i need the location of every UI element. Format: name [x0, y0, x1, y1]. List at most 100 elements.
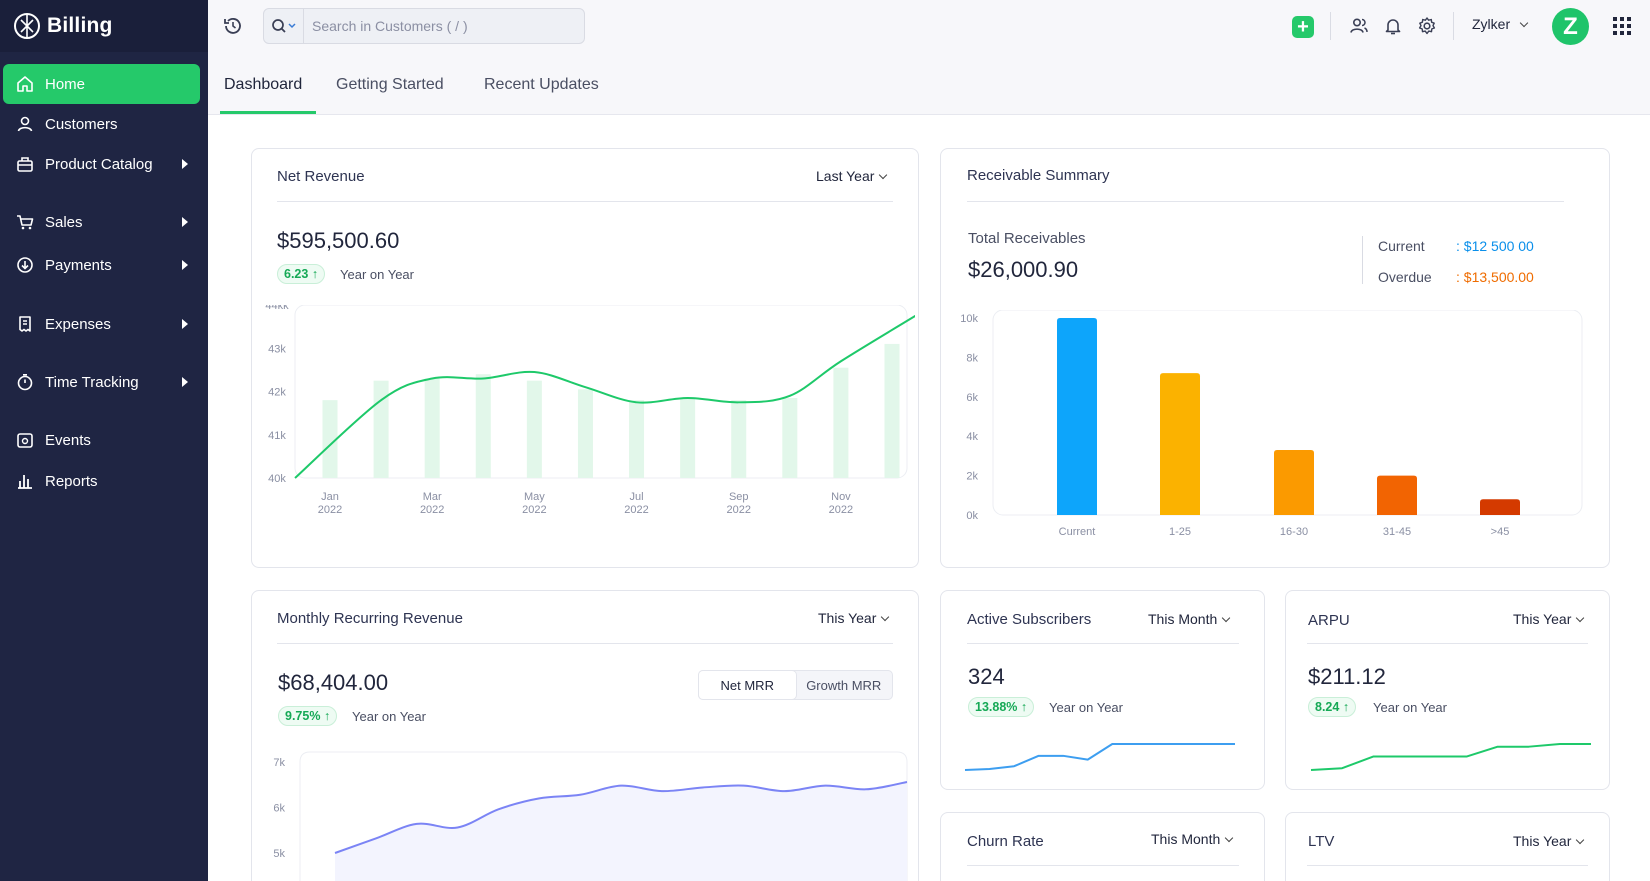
home-icon	[15, 74, 35, 94]
area-fill	[335, 782, 907, 881]
bar	[1377, 475, 1417, 515]
search-icon[interactable]	[264, 9, 304, 43]
search-input[interactable]	[304, 18, 574, 34]
tab-getting-started[interactable]: Getting Started	[336, 76, 444, 93]
bar	[1274, 449, 1314, 515]
quick-create-button[interactable]: +	[1292, 16, 1314, 38]
overdue-value: : $13,500.00	[1456, 269, 1534, 285]
receivable-chart: 10k 8k 6k 4k 2k 0k Current 1-25 16-30 31-45 >45	[960, 310, 1583, 538]
card-divider	[967, 201, 1564, 202]
sidebar-item-payments[interactable]: Payments	[3, 245, 200, 285]
active-subscribers-value: 324	[968, 664, 1005, 689]
active-subscribers-chart	[964, 743, 1235, 771]
filter-label: This Year	[818, 610, 877, 626]
arpu-filter[interactable]: This Year	[1513, 611, 1585, 627]
chevron-down-icon	[879, 170, 888, 180]
bell-icon[interactable]	[1381, 14, 1405, 38]
net-mrr-toggle[interactable]: Net MRR	[699, 671, 796, 699]
apps-grid-icon[interactable]	[1613, 17, 1631, 35]
card-divider	[277, 643, 893, 644]
avatar[interactable]: Z	[1552, 8, 1589, 45]
timer-icon	[15, 372, 35, 392]
x-tick-label-year: 2022	[420, 504, 444, 516]
arpu-change-label: Year on Year	[1373, 700, 1447, 715]
y-tick-label: 10k	[960, 313, 978, 325]
change-value: 9.75%	[285, 709, 321, 723]
bar	[1057, 318, 1097, 515]
x-tick-label: >45	[1491, 526, 1510, 538]
ltv-card	[1285, 812, 1610, 881]
net-revenue-title: Net Revenue	[277, 168, 365, 185]
billing-logo-icon	[14, 13, 40, 39]
card-divider	[1307, 643, 1588, 644]
tab-recent-updates[interactable]: Recent Updates	[484, 76, 599, 93]
card-divider	[967, 643, 1239, 644]
sidebar-item-events[interactable]: Events	[3, 420, 200, 460]
sidebar-item-label: Customers	[45, 115, 118, 133]
ltv-filter[interactable]: This Year	[1513, 833, 1585, 849]
sidebar-item-time-tracking[interactable]: Time Tracking	[3, 362, 200, 402]
net-revenue-value: $595,500.60	[277, 228, 400, 253]
x-tick-label: Sep	[729, 491, 749, 503]
sidebar-item-sales[interactable]: Sales	[3, 202, 200, 242]
sidebar-item-reports[interactable]: Reports	[3, 461, 200, 501]
cart-icon	[15, 212, 35, 232]
header-divider	[1330, 12, 1331, 40]
receivable-title: Receivable Summary	[967, 167, 1110, 184]
chevron-down-icon	[1576, 835, 1585, 845]
header-divider	[1453, 12, 1454, 40]
churn-rate-title: Churn Rate	[967, 833, 1044, 850]
gear-icon[interactable]	[1415, 14, 1439, 38]
calendar-icon	[15, 430, 35, 450]
card-divider	[967, 865, 1239, 866]
growth-mrr-toggle[interactable]: Growth MRR	[806, 677, 882, 693]
overdue-label: Overdue	[1378, 269, 1432, 285]
sidebar-item-label: Time Tracking	[45, 373, 139, 391]
sidebar-item-product-catalog[interactable]: Product Catalog	[3, 144, 200, 184]
mrr-chart: 7k 6k 5k	[273, 751, 908, 881]
active-subscribers-change-label: Year on Year	[1049, 700, 1123, 715]
y-tick-label: 44kk	[265, 305, 289, 312]
y-tick-label: 40k	[268, 473, 286, 485]
chevron-down-icon	[1576, 613, 1585, 623]
current-value: : $12 500 00	[1456, 238, 1534, 254]
arpu-change-badge: 8.24 ↑	[1308, 697, 1357, 717]
caret-right-icon	[182, 260, 188, 270]
app-name: Billing	[47, 14, 113, 37]
arrow-up-icon: ↑	[1342, 700, 1350, 714]
tab-dashboard[interactable]: Dashboard	[224, 76, 303, 93]
y-tick-label: 5k	[273, 848, 285, 860]
sidebar-item-customers[interactable]: Customers	[3, 104, 200, 144]
history-icon[interactable]	[222, 15, 244, 42]
y-tick-label: 6k	[273, 803, 285, 815]
org-switcher[interactable]: Zylker	[1472, 16, 1529, 32]
receipt-icon	[15, 314, 35, 334]
payment-icon	[15, 255, 35, 275]
arpu-chart	[1310, 743, 1591, 771]
current-label: Current	[1378, 238, 1425, 254]
active-subscribers-filter[interactable]: This Month	[1148, 611, 1231, 627]
bar	[782, 397, 798, 478]
x-tick-label-year: 2022	[829, 504, 853, 516]
mrr-filter[interactable]: This Year	[818, 610, 890, 626]
sidebar: Billing Home Customers Product Catalog S…	[0, 0, 208, 881]
sidebar-item-expenses[interactable]: Expenses	[3, 304, 200, 344]
y-tick-label: 4k	[966, 431, 978, 443]
arrow-up-icon: ↑	[323, 709, 331, 723]
brand[interactable]: Billing	[0, 0, 208, 52]
caret-right-icon	[182, 319, 188, 329]
net-revenue-filter[interactable]: Last Year	[816, 168, 888, 184]
caret-right-icon	[182, 159, 188, 169]
net-revenue-card	[251, 148, 919, 568]
user-icon	[15, 114, 35, 134]
ltv-title: LTV	[1308, 833, 1335, 850]
series-line	[294, 314, 915, 479]
filter-label: This Year	[1513, 833, 1572, 849]
active-subscribers-change-badge: 13.88% ↑	[968, 697, 1035, 717]
sidebar-item-label: Events	[45, 431, 91, 449]
sidebar-item-home[interactable]: Home	[3, 64, 200, 104]
users-icon[interactable]	[1347, 14, 1371, 38]
churn-rate-filter[interactable]: This Month	[1151, 831, 1234, 847]
active-tab-indicator	[220, 111, 316, 114]
total-receivables-value: $26,000.90	[968, 257, 1079, 282]
